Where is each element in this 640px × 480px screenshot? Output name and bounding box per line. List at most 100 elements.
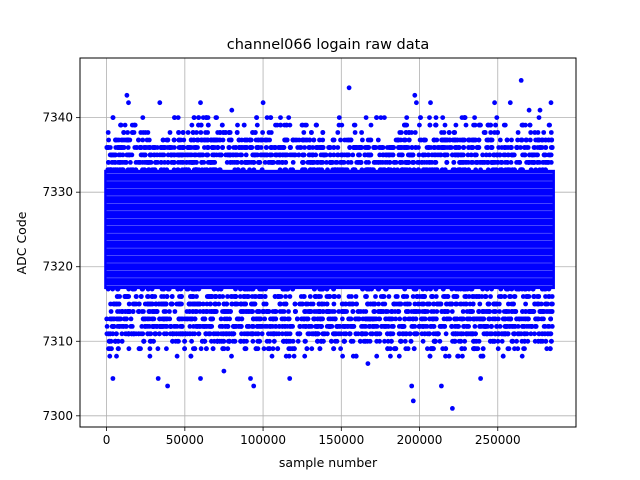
data-point: [140, 137, 146, 143]
data-point: [501, 174, 507, 180]
data-point: [482, 130, 488, 135]
data-point: [227, 316, 233, 322]
data-point: [225, 324, 231, 329]
data-point: [390, 152, 396, 158]
data-point: [283, 294, 288, 299]
data-point: [400, 174, 406, 180]
data-point: [167, 309, 172, 314]
data-point: [490, 167, 496, 173]
data-point: [312, 286, 317, 292]
data-point: [472, 152, 478, 158]
data-point: [521, 346, 526, 352]
data-point: [192, 301, 198, 307]
data-point: [253, 346, 259, 352]
data-point: [111, 324, 117, 329]
data-point: [207, 331, 213, 337]
data-point: [306, 331, 312, 337]
data-point: [192, 346, 198, 352]
data-point: [204, 301, 210, 307]
data-point: [303, 137, 309, 143]
data-point: [515, 137, 520, 143]
data-point: [398, 130, 404, 135]
data-point: [167, 316, 173, 322]
data-point: [174, 331, 179, 337]
data-point: [437, 338, 443, 344]
outlier-point: [548, 100, 554, 106]
outlier-point: [526, 107, 532, 113]
data-point: [240, 182, 246, 188]
data-point: [320, 130, 326, 135]
data-point: [107, 331, 113, 337]
data-point: [257, 160, 263, 165]
data-point: [106, 346, 111, 352]
data-point: [172, 115, 177, 120]
data-point: [116, 316, 122, 322]
data-point: [434, 182, 440, 188]
data-point: [207, 301, 213, 307]
data-point: [332, 316, 338, 322]
data-point: [244, 137, 250, 143]
data-point: [385, 346, 390, 352]
outlier-point: [478, 376, 483, 381]
data-point: [151, 338, 156, 344]
data-point: [401, 294, 406, 299]
data-point: [428, 286, 433, 292]
data-point: [369, 331, 375, 337]
data-point: [480, 160, 485, 165]
data-point: [547, 152, 553, 158]
data-point: [196, 122, 201, 128]
data-point: [110, 286, 115, 292]
data-point: [167, 145, 173, 150]
data-point: [473, 137, 478, 143]
data-point: [259, 137, 264, 143]
data-point: [167, 174, 173, 180]
data-point: [297, 145, 303, 150]
data-point: [410, 294, 416, 299]
data-point: [281, 286, 287, 292]
data-point: [427, 122, 433, 128]
data-point: [147, 353, 153, 359]
data-point: [296, 152, 302, 158]
outlier-point: [248, 376, 253, 381]
data-point: [119, 338, 125, 344]
y-tick-label: 7300: [42, 409, 73, 423]
data-point: [147, 346, 153, 352]
data-point: [543, 301, 549, 307]
data-point: [325, 167, 330, 173]
data-point: [126, 301, 132, 307]
data-point: [476, 122, 482, 128]
data-point: [197, 152, 202, 158]
outlier-point: [414, 100, 419, 106]
data-point: [471, 338, 476, 344]
data-point: [472, 115, 477, 120]
data-point: [449, 301, 455, 307]
data-point: [421, 152, 426, 158]
data-point: [517, 160, 523, 165]
data-point: [439, 167, 445, 173]
data-point: [302, 338, 308, 344]
data-point: [117, 160, 122, 165]
data-point: [462, 167, 468, 173]
data-point: [374, 353, 380, 359]
data-point: [460, 353, 465, 359]
data-point: [490, 160, 495, 165]
data-point: [431, 338, 437, 344]
data-point: [324, 160, 329, 165]
data-point: [433, 316, 439, 322]
data-point: [512, 167, 517, 173]
outlier-point: [165, 383, 171, 389]
data-point: [202, 316, 208, 322]
data-point: [140, 182, 146, 188]
data-point: [106, 338, 112, 344]
data-point: [462, 115, 467, 120]
data-point: [462, 338, 468, 344]
data-point: [497, 309, 502, 314]
data-point: [270, 346, 276, 352]
data-point: [538, 182, 544, 188]
data-point: [324, 286, 330, 292]
data-point: [116, 324, 122, 329]
data-point: [364, 286, 370, 292]
data-point: [115, 294, 121, 299]
data-point: [162, 160, 168, 165]
data-point: [182, 346, 188, 352]
